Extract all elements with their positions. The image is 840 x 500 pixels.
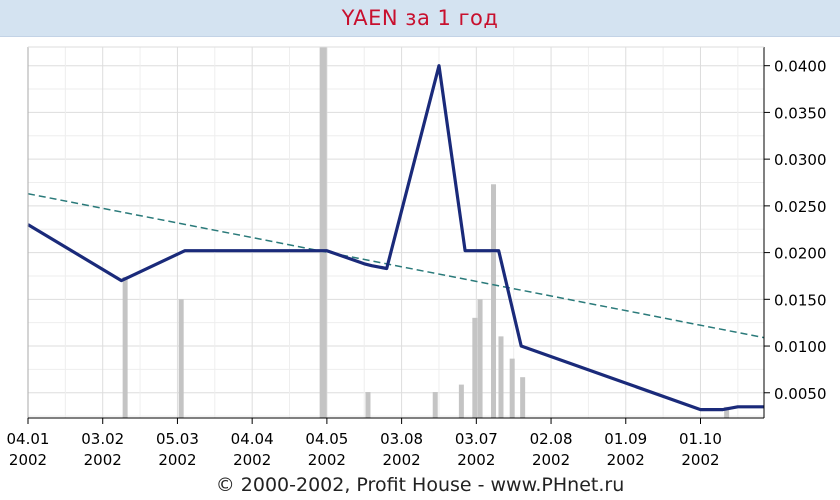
x-axis-labels: 04.01 2002 03.02 2002 05.03 2002 04.04 2002 04.0… — [7, 430, 722, 469]
volume-bar — [365, 392, 371, 418]
volume-bar — [477, 299, 483, 418]
volume-bar — [458, 384, 464, 418]
volume-bar — [491, 184, 497, 418]
x-tick-label-year: 2002 — [607, 451, 645, 469]
y-tick-label: 0.0400 — [774, 58, 827, 76]
x-tick-label-date: 03.02 — [81, 430, 124, 448]
price-line — [27, 64, 764, 412]
x-tick-label-date: 04.05 — [305, 430, 348, 448]
x-tick-label-year: 2002 — [9, 451, 47, 469]
volume-bars — [122, 47, 730, 418]
trend-line-path — [27, 192, 765, 339]
y-tick-label: 0.0250 — [774, 198, 827, 216]
x-tick-label-date: 04.01 — [7, 430, 50, 448]
y-tick-label: 0.0300 — [774, 151, 827, 169]
x-tick-label-date: 03.07 — [455, 430, 498, 448]
chart-title-bar: YAEN за 1 год — [0, 0, 840, 37]
volume-bar — [432, 392, 438, 418]
volume-bar — [509, 358, 515, 418]
x-tick-label-year: 2002 — [457, 451, 495, 469]
copyright-footer: © 2000-2002, Profit House - www.PHnet.ru — [215, 474, 625, 496]
volume-bar — [122, 277, 128, 418]
y-tick-label: 0.0150 — [774, 291, 827, 309]
price-chart: 0.0400 0.0350 0.0300 0.0250 0.0200 0.0150 0.01… — [7, 46, 827, 469]
chart-title: YAEN за 1 год — [341, 6, 499, 30]
x-tick-label-year: 2002 — [681, 451, 719, 469]
x-tick-label-date: 04.04 — [231, 430, 274, 448]
y-tick-label: 0.0100 — [774, 338, 827, 356]
x-tick-label-date: 01.09 — [604, 430, 647, 448]
x-tick-label-year: 2002 — [383, 451, 421, 469]
x-tick-label-date: 01.10 — [679, 430, 722, 448]
x-tick-label-year: 2002 — [308, 451, 346, 469]
trend-line — [27, 192, 765, 339]
y-tick-label: 0.0200 — [774, 245, 827, 263]
x-tick-label-date: 02.08 — [530, 430, 573, 448]
volume-bar — [724, 406, 730, 418]
price-series-line — [27, 64, 764, 412]
x-tick-label-year: 2002 — [158, 451, 196, 469]
volume-bar — [498, 336, 504, 418]
x-tick-label-date: 05.03 — [156, 430, 199, 448]
volume-bar — [520, 377, 526, 418]
y-tick-label: 0.0050 — [774, 385, 827, 403]
axes — [27, 46, 770, 424]
y-axis-labels: 0.0400 0.0350 0.0300 0.0250 0.0200 0.0150 0.01… — [774, 58, 827, 403]
volume-bar — [178, 299, 184, 418]
volume-bar — [472, 317, 478, 418]
x-tick-label-year: 2002 — [84, 451, 122, 469]
x-tick-label-year: 2002 — [233, 451, 271, 469]
volume-bar — [319, 47, 327, 418]
x-tick-label-year: 2002 — [532, 451, 570, 469]
x-tick-label-date: 03.08 — [380, 430, 423, 448]
y-tick-label: 0.0350 — [774, 104, 827, 122]
